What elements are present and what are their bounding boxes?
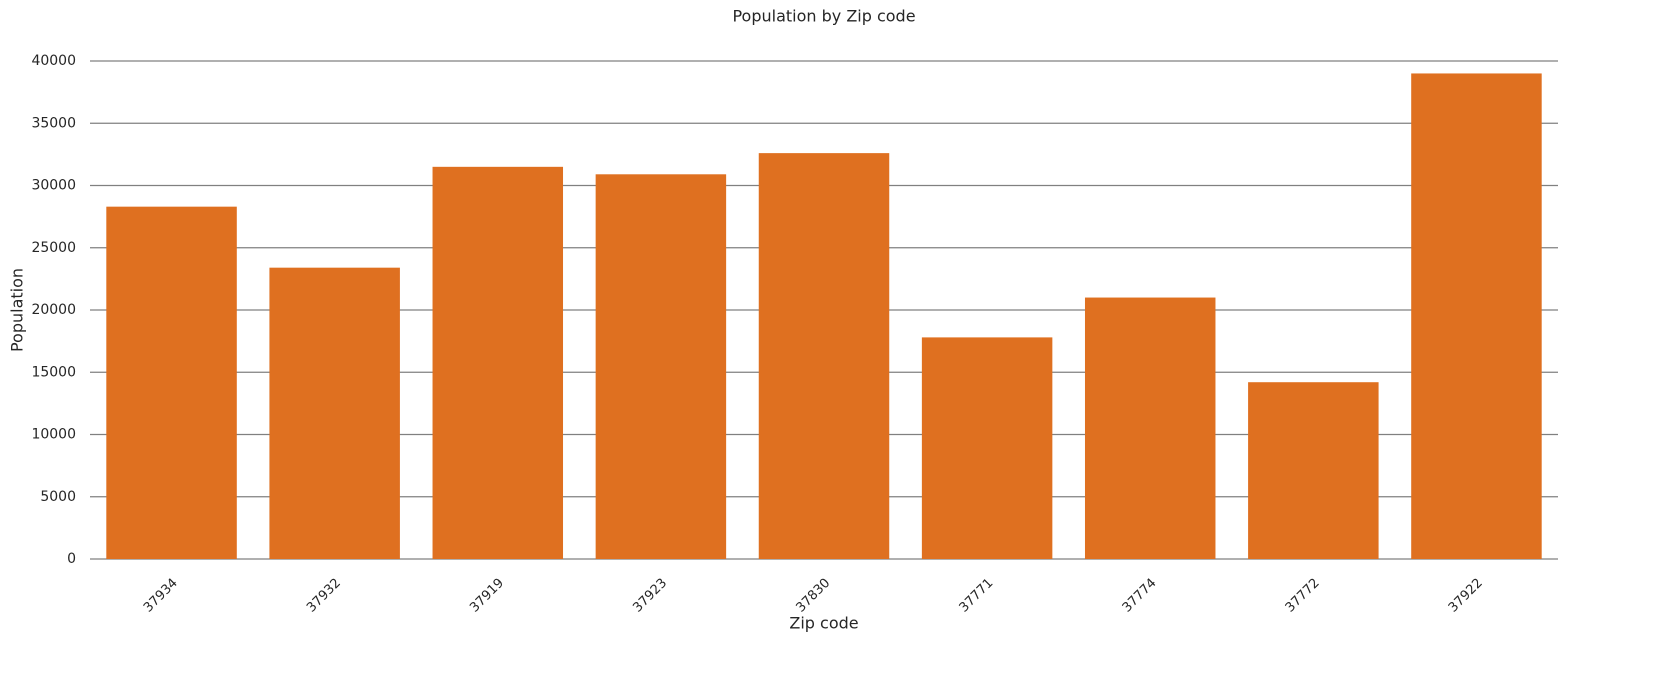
x-axis-label: Zip code — [789, 614, 858, 633]
x-tick-label: 37830 — [793, 576, 833, 616]
bar — [1248, 382, 1379, 559]
bar — [1411, 73, 1542, 559]
y-tick-label: 25000 — [31, 240, 76, 256]
y-tick-label: 20000 — [31, 302, 76, 318]
y-tick-label: 0 — [67, 551, 76, 567]
x-tick-label: 37934 — [141, 576, 181, 616]
x-tick-label: 37932 — [304, 576, 344, 616]
bar — [432, 166, 564, 559]
x-tick-label: 37772 — [1283, 576, 1323, 616]
x-tick-label: 37919 — [467, 576, 507, 616]
y-tick-label: 10000 — [31, 427, 76, 443]
y-tick-label: 35000 — [31, 115, 76, 131]
bar — [758, 153, 890, 559]
bar — [269, 267, 400, 559]
y-tick-label: 5000 — [40, 489, 76, 505]
y-tick-label: 30000 — [31, 178, 76, 194]
bar — [1084, 297, 1216, 559]
x-tick-label: 37923 — [630, 576, 670, 616]
bar — [595, 174, 727, 560]
chart-title: Population by Zip code — [732, 7, 915, 26]
y-tick-label: 40000 — [31, 53, 76, 69]
bar — [921, 337, 1053, 559]
x-tick-label: 37774 — [1120, 576, 1160, 616]
y-axis-label: Population — [8, 268, 27, 352]
x-tick-label: 37771 — [957, 576, 997, 616]
x-tick-label: 37922 — [1446, 576, 1486, 616]
y-tick-label: 15000 — [31, 364, 76, 380]
bar — [106, 206, 237, 560]
